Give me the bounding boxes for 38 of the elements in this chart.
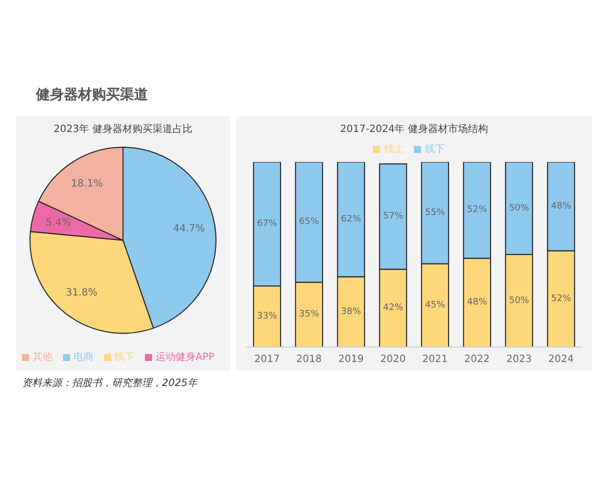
data-label: 5.4% <box>46 217 72 228</box>
data-label: 52% <box>551 294 572 304</box>
data-label: 50% <box>509 296 530 306</box>
data-label: 57% <box>383 212 404 222</box>
text: 资料来源：招股书，研究整理，2025年 <box>22 376 198 390</box>
legend-label: 线下 <box>425 144 445 155</box>
data-label: 67% <box>257 218 278 229</box>
data-label: 31.8% <box>66 287 98 298</box>
legend-label: 线上 <box>384 144 404 155</box>
data-label: 35% <box>299 310 320 320</box>
data-label: 65% <box>299 217 320 228</box>
data-label: 48% <box>467 298 488 308</box>
data-label: 48% <box>551 201 572 212</box>
legend-label: 其他 <box>32 352 53 363</box>
legend-label: 电商 <box>74 352 94 363</box>
data-label: 44.7% <box>173 224 205 235</box>
legend-label: 线下 <box>114 352 135 363</box>
x-tick-label: 2023 <box>506 354 532 366</box>
legend-label: 运动健身APP <box>156 352 214 363</box>
x-tick-label: 2019 <box>338 354 364 366</box>
x-tick-label: 2020 <box>380 354 406 366</box>
data-label: 38% <box>341 306 362 317</box>
data-label: 50% <box>509 203 530 214</box>
x-tick-label: 2018 <box>296 354 322 366</box>
x-tick-label: 2022 <box>464 354 490 366</box>
data-label: 45% <box>425 300 446 310</box>
chart-title: 2017-2024年 健身器材市场结构 <box>339 122 489 137</box>
data-label: 18.1% <box>71 178 103 190</box>
data-label: 62% <box>341 214 362 224</box>
data-label: 52% <box>467 205 488 216</box>
data-label: 42% <box>383 303 404 314</box>
x-tick-label: 2024 <box>548 354 574 366</box>
text: 健身器材购买渠道 <box>36 86 148 104</box>
chart-title: 2023年 健身器材购买渠道占比 <box>52 122 194 137</box>
data-label: 33% <box>257 311 278 322</box>
x-tick-label: 2017 <box>254 354 280 366</box>
data-label: 55% <box>425 208 446 218</box>
x-tick-label: 2021 <box>422 354 448 366</box>
